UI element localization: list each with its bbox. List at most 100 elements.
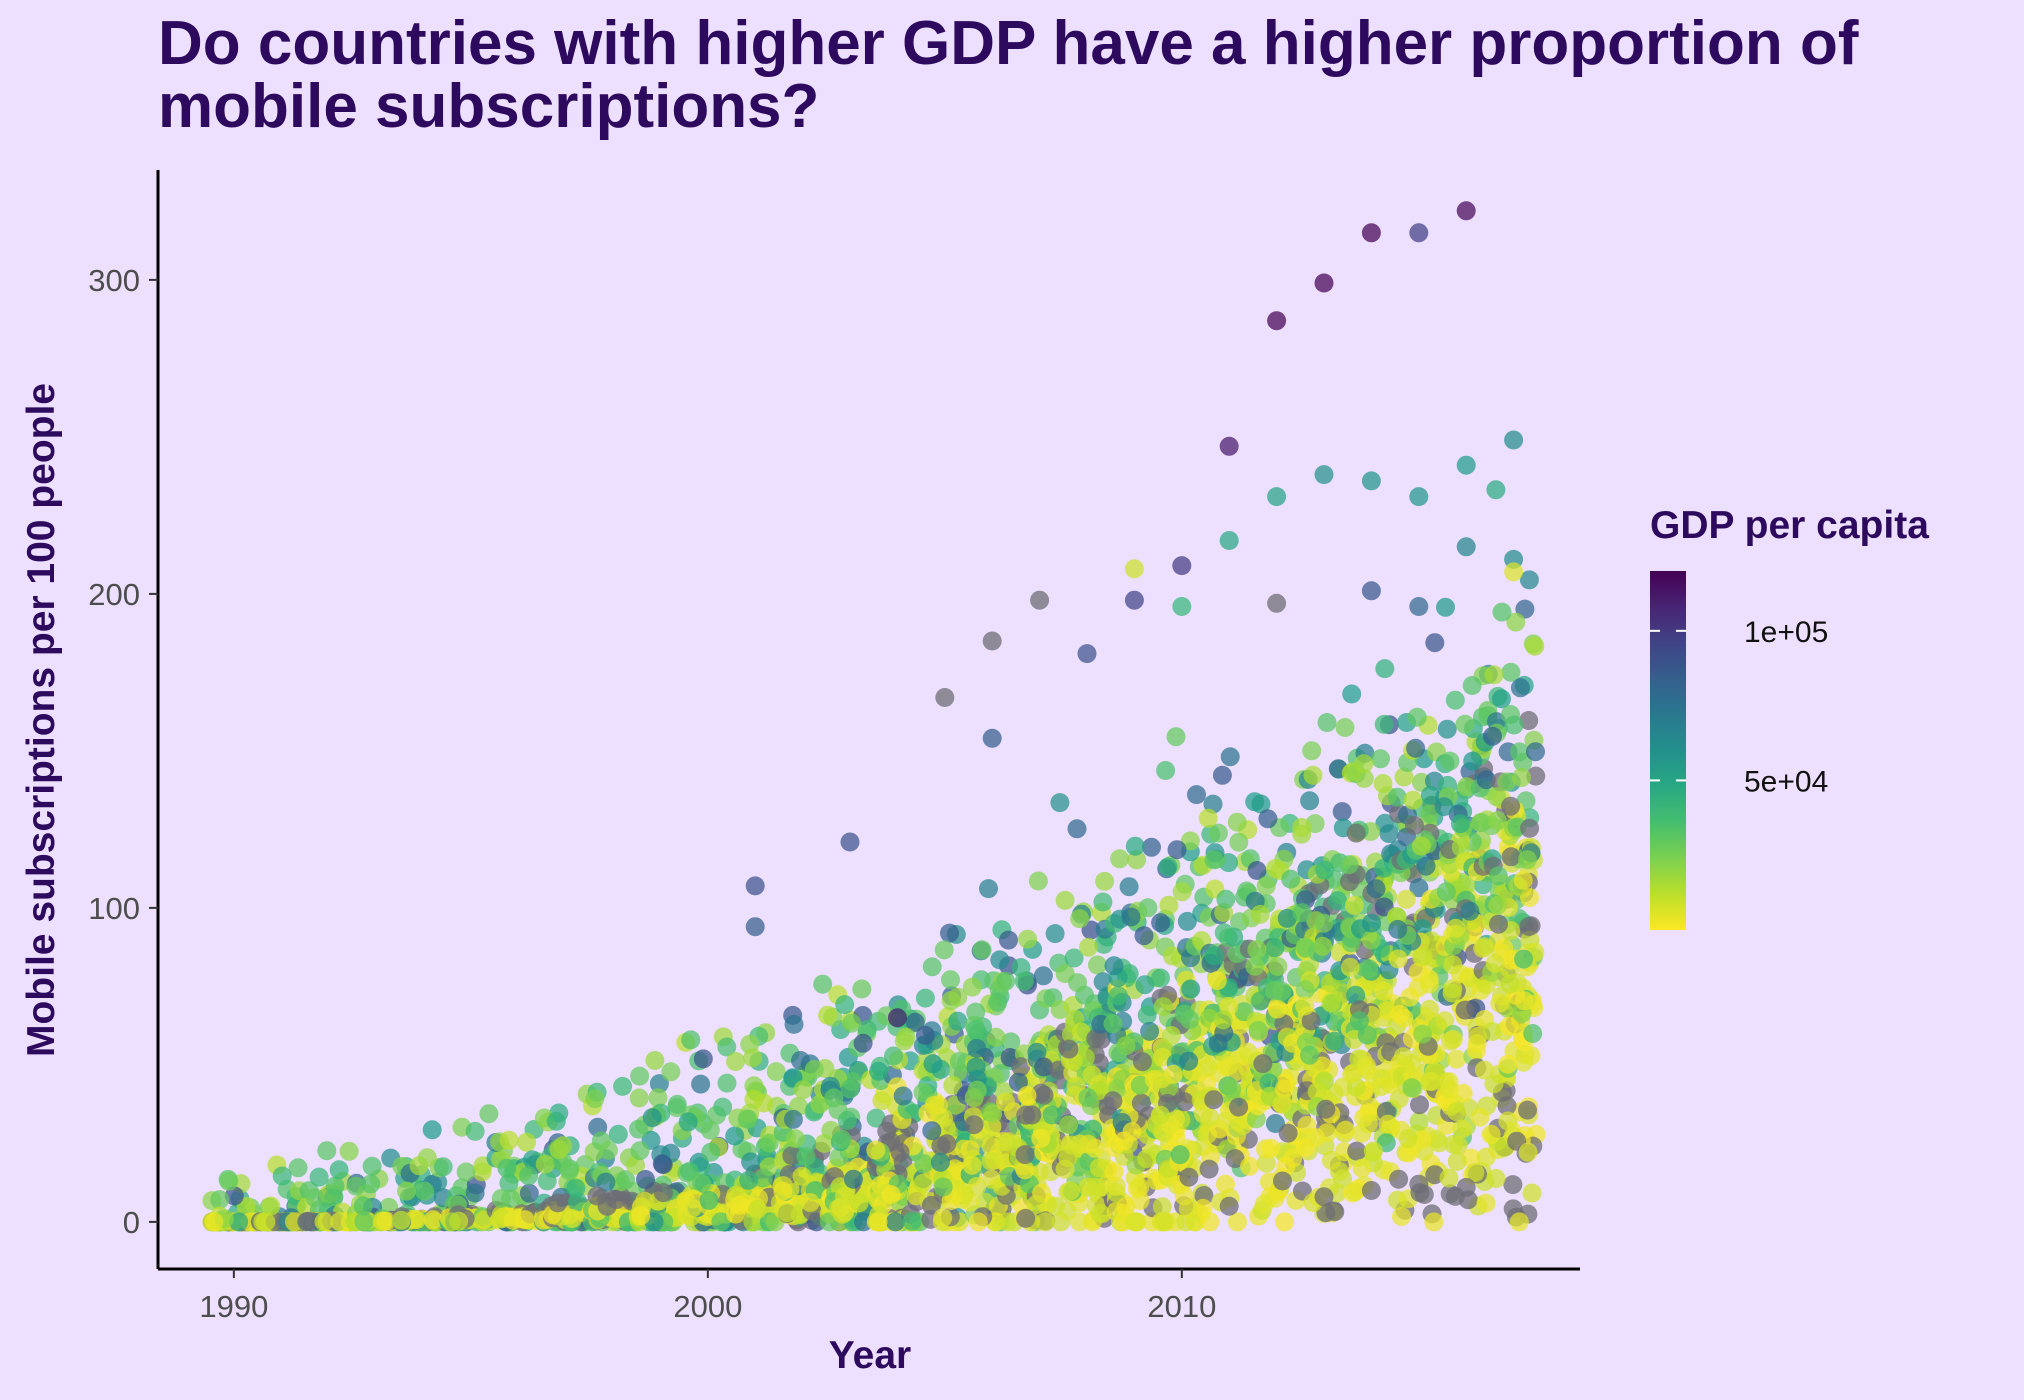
data-point <box>1175 1092 1194 1112</box>
data-point <box>1151 968 1170 988</box>
data-point <box>1361 581 1381 601</box>
data-point <box>613 1076 633 1096</box>
data-point <box>1088 955 1107 975</box>
data-point <box>792 1166 812 1186</box>
data-point <box>1422 1072 1442 1092</box>
data-point <box>422 1120 442 1140</box>
legend-tick-label: 1e+05 <box>1744 616 1828 649</box>
data-point <box>1177 911 1197 931</box>
data-point <box>1267 593 1287 613</box>
data-point <box>1017 1086 1037 1106</box>
data-point <box>1220 747 1240 767</box>
data-point <box>309 1167 329 1187</box>
data-point <box>1170 1145 1190 1165</box>
data-point <box>635 1191 655 1211</box>
data-point <box>256 1212 276 1232</box>
data-point <box>1137 1005 1157 1025</box>
data-point <box>1437 719 1457 739</box>
data-point <box>1388 919 1408 939</box>
data-point <box>587 1186 607 1206</box>
data-point <box>546 1111 566 1131</box>
data-point <box>1522 1183 1542 1203</box>
data-point <box>1504 430 1524 450</box>
data-point <box>739 1170 759 1190</box>
data-point <box>1336 1120 1355 1140</box>
data-point <box>1420 804 1440 824</box>
data-point <box>1483 726 1502 746</box>
data-point <box>1179 1167 1199 1187</box>
data-point <box>667 1094 687 1114</box>
data-point <box>890 1142 910 1162</box>
data-point <box>1208 823 1228 843</box>
data-point <box>1110 849 1130 869</box>
data-point <box>1034 1057 1054 1077</box>
data-point <box>1214 923 1234 943</box>
data-point <box>1518 1100 1537 1120</box>
data-point <box>1456 1177 1476 1197</box>
data-point <box>1346 985 1366 1005</box>
data-point <box>1435 1011 1455 1031</box>
data-point <box>1200 1108 1220 1128</box>
data-point <box>866 1140 886 1160</box>
data-point <box>598 1140 618 1160</box>
data-point <box>1448 1135 1468 1155</box>
data-point <box>548 1193 568 1213</box>
data-point <box>699 1190 719 1210</box>
data-point <box>1130 1191 1150 1210</box>
data-point <box>1071 1022 1091 1042</box>
data-point <box>1451 837 1471 857</box>
data-point <box>1412 1130 1432 1150</box>
data-point <box>693 1049 713 1069</box>
data-point <box>1509 742 1529 762</box>
data-point <box>1240 1156 1260 1176</box>
data-point <box>1407 707 1427 727</box>
data-point <box>1106 1176 1126 1196</box>
data-point <box>1501 662 1521 682</box>
data-point <box>1390 1004 1410 1024</box>
data-point <box>1501 847 1521 867</box>
data-point <box>1302 741 1322 761</box>
data-point <box>745 917 765 937</box>
data-point <box>1484 665 1504 685</box>
data-point <box>354 1212 374 1232</box>
data-point <box>1216 1111 1236 1131</box>
x-tick-label: 1990 <box>199 1289 268 1324</box>
data-point <box>940 923 959 943</box>
data-point <box>1346 823 1366 843</box>
data-point <box>1525 636 1545 656</box>
data-point <box>479 1104 499 1124</box>
data-point <box>1219 1196 1239 1216</box>
data-point <box>1481 1124 1501 1144</box>
data-point <box>1187 785 1206 805</box>
data-point <box>1340 872 1360 892</box>
data-point <box>915 1025 935 1045</box>
data-point <box>1116 1197 1136 1217</box>
data-point <box>835 995 855 1015</box>
y-tick-label: 100 <box>88 891 140 926</box>
data-point <box>930 1152 950 1172</box>
data-point <box>648 1088 668 1108</box>
data-point <box>1441 1031 1461 1051</box>
data-point <box>701 1142 721 1162</box>
data-point <box>983 1104 1003 1124</box>
data-point <box>824 1088 844 1108</box>
data-point <box>1429 1133 1449 1153</box>
data-point <box>1057 1201 1077 1221</box>
data-point <box>1167 840 1187 860</box>
data-point <box>1443 955 1463 975</box>
data-point <box>1514 949 1534 969</box>
data-point <box>1400 987 1420 1007</box>
data-point <box>1159 895 1179 915</box>
data-point <box>1138 898 1158 918</box>
data-point <box>1060 1181 1080 1201</box>
data-point <box>1358 1114 1378 1134</box>
data-point <box>606 1190 626 1210</box>
data-point <box>1317 713 1337 732</box>
data-point <box>866 1108 886 1128</box>
data-point <box>1011 1057 1031 1077</box>
data-point <box>999 930 1018 950</box>
data-point <box>1513 870 1533 890</box>
data-point <box>1523 1024 1543 1043</box>
data-point <box>681 1030 701 1050</box>
data-point <box>1413 1024 1433 1044</box>
